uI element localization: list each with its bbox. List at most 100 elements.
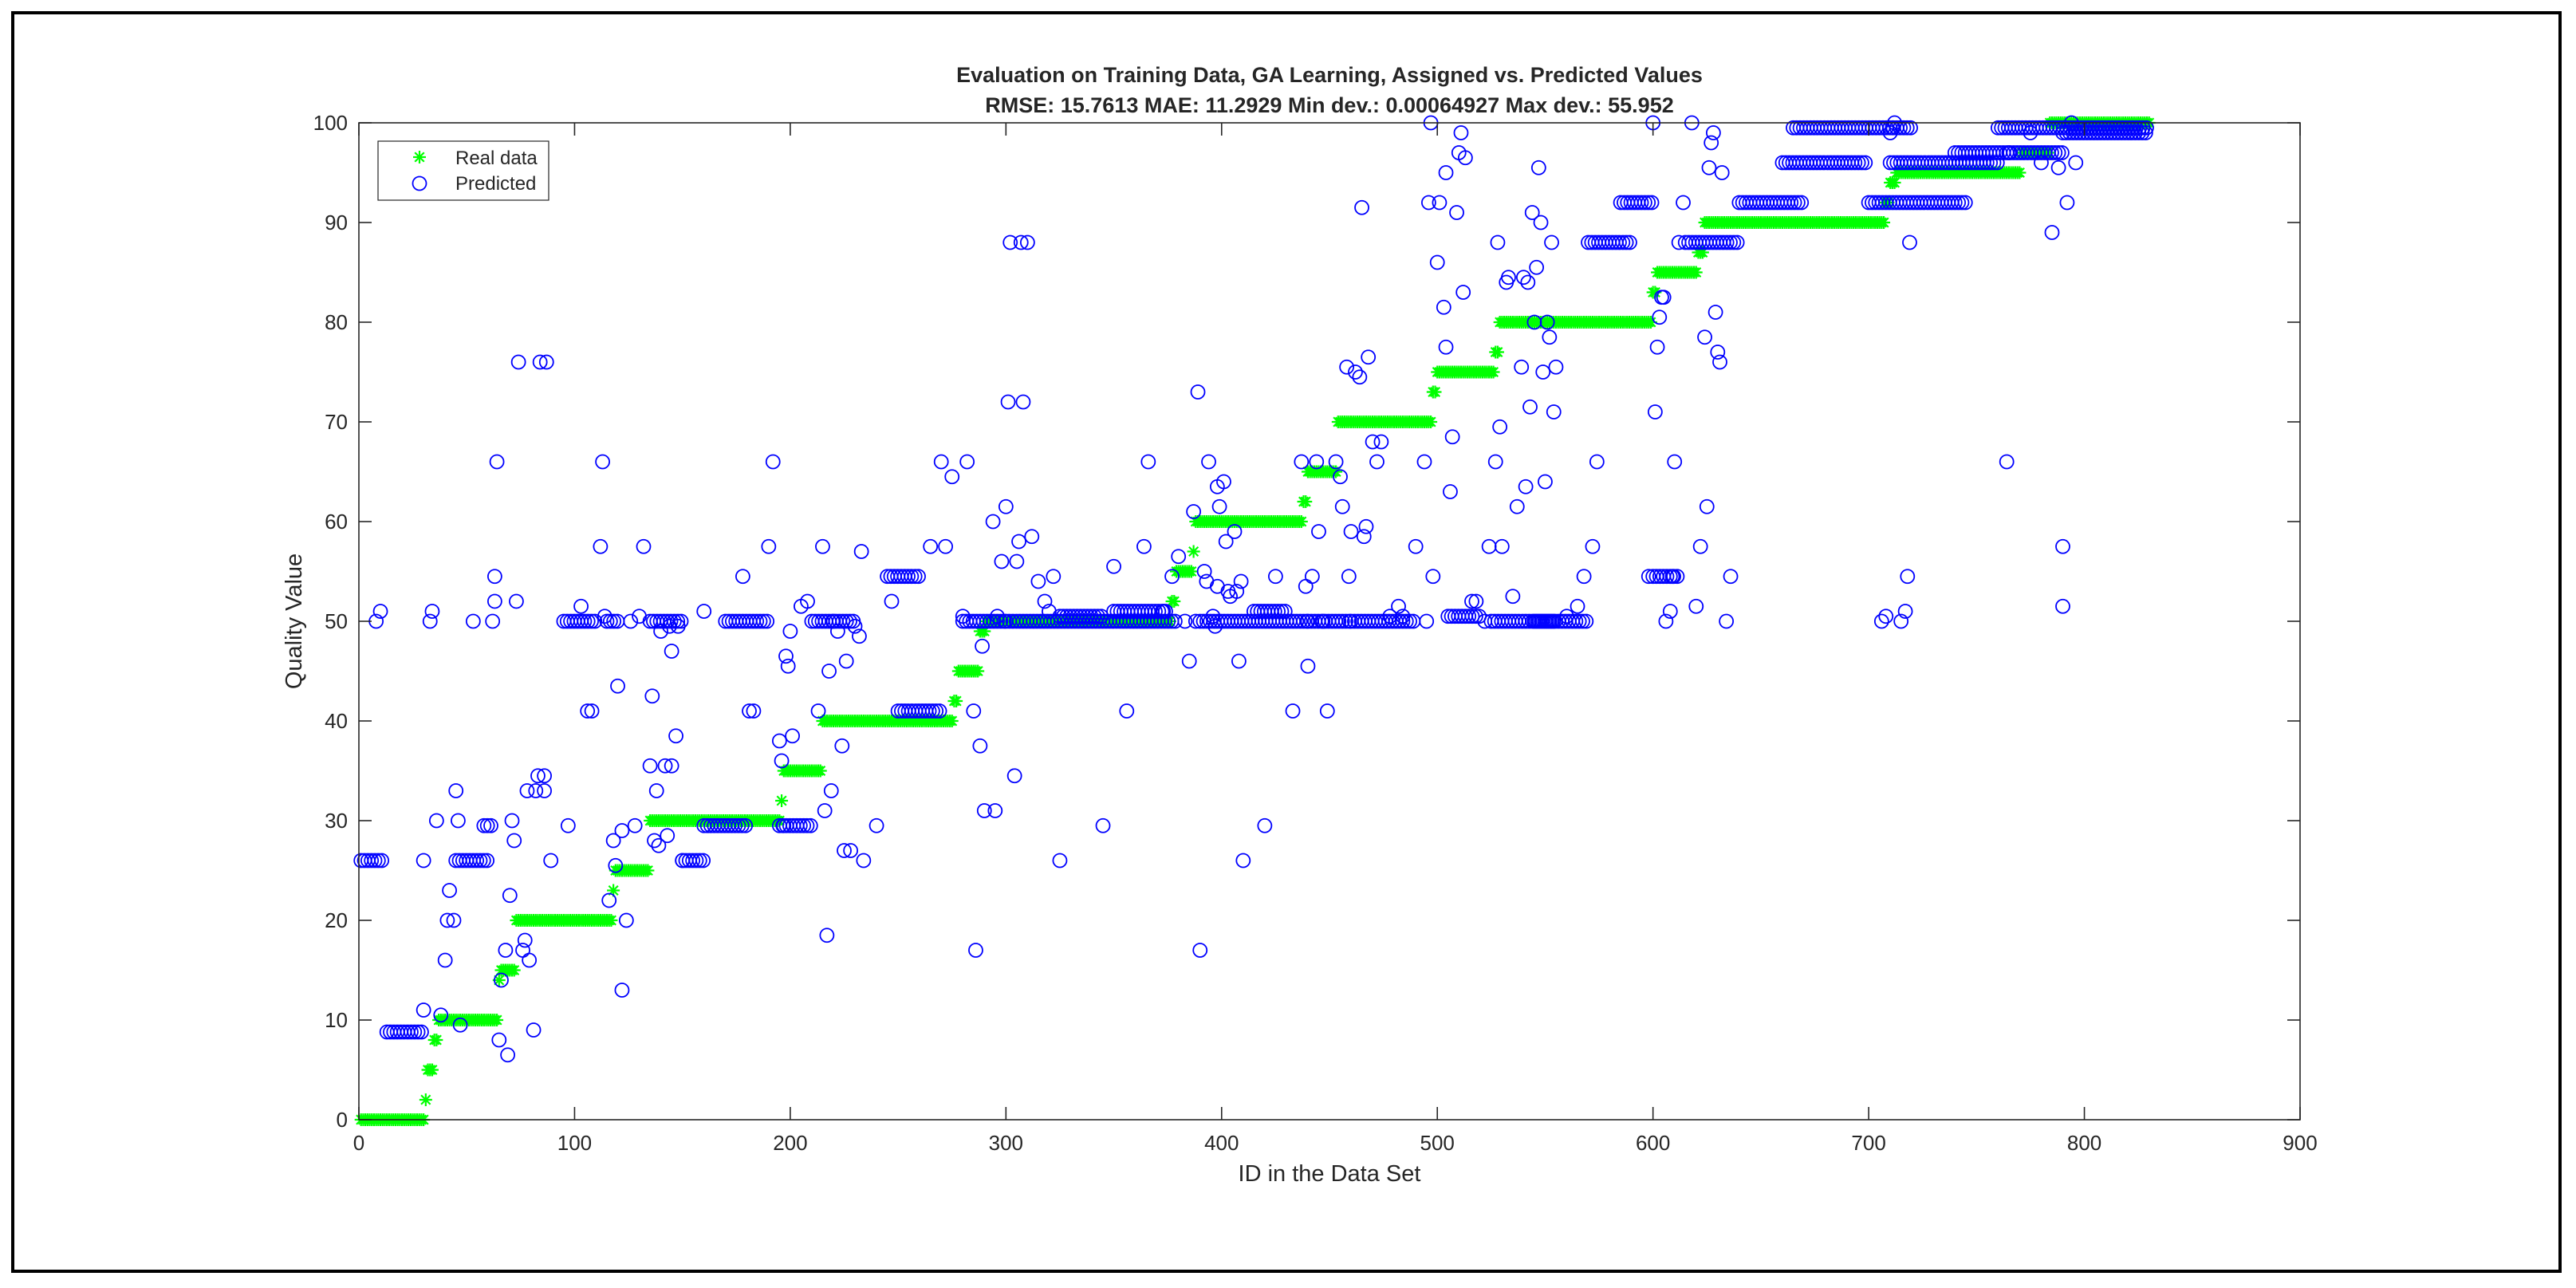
predicted-point — [1311, 524, 1326, 539]
predicted-point — [911, 569, 926, 585]
predicted-point — [469, 853, 485, 869]
predicted-point — [1692, 538, 1708, 554]
predicted-point — [439, 912, 455, 928]
predicted-point — [734, 817, 750, 833]
predicted-point — [657, 758, 673, 774]
predicted-point — [1873, 613, 1889, 629]
real-data-point — [1294, 515, 1308, 528]
predicted-point — [1453, 125, 1469, 140]
predicted-point — [489, 454, 505, 470]
predicted-point — [1659, 569, 1675, 585]
predicted-point — [1277, 604, 1293, 619]
predicted-point — [1140, 454, 1156, 470]
real-data-point — [1299, 495, 1313, 508]
predicted-point — [1090, 609, 1105, 624]
predicted-point — [1037, 593, 1053, 609]
y-tick-label: 100 — [313, 111, 348, 135]
predicted-point — [1954, 195, 1970, 211]
predicted-point — [451, 813, 466, 829]
predicted-point — [2068, 155, 2084, 171]
y-tick-label: 80 — [325, 310, 348, 334]
predicted-point — [796, 817, 812, 833]
real-data-point — [1491, 345, 1504, 359]
predicted-point — [1000, 394, 1016, 410]
predicted-point — [1719, 613, 1735, 629]
real-data-point — [1428, 385, 1442, 399]
predicted-point — [1300, 658, 1316, 674]
predicted-point — [465, 613, 481, 629]
predicted-point — [1398, 613, 1414, 629]
predicted-point — [1205, 609, 1221, 624]
predicted-point — [1270, 604, 1286, 619]
predicted-point — [1664, 569, 1680, 585]
predicted-point — [1719, 234, 1735, 250]
x-tick-label: 700 — [1851, 1131, 1885, 1155]
legend-real-data-label: Real data — [455, 148, 538, 169]
legend: Real data Predicted — [377, 140, 549, 201]
predicted-point — [448, 783, 464, 798]
predicted-point — [959, 454, 975, 470]
predicted-point — [1576, 569, 1592, 585]
predicted-point — [1729, 234, 1745, 250]
predicted-point — [2131, 125, 2147, 140]
real-data-point — [813, 764, 827, 778]
predicted-point — [933, 454, 949, 470]
x-tick-label: 900 — [2283, 1131, 2317, 1155]
predicted-point — [746, 703, 762, 719]
predicted-point — [428, 813, 444, 829]
x-tick-label: 100 — [557, 1131, 592, 1155]
predicted-point — [752, 613, 768, 629]
predicted-point — [1662, 604, 1678, 619]
legend-box — [377, 140, 549, 201]
predicted-point — [1201, 454, 1216, 470]
predicted-point — [2055, 598, 2070, 614]
real-data-point — [1877, 216, 1891, 229]
predicted-point — [823, 783, 839, 798]
predicted-point — [1136, 538, 1152, 554]
predicted-point — [1464, 593, 1479, 609]
predicted-point — [1457, 150, 1473, 166]
predicted-point — [1024, 529, 1040, 545]
real-data-point — [1187, 545, 1200, 558]
predicted-point — [1850, 155, 1866, 171]
predicted-point — [1207, 618, 1223, 634]
predicted-point — [1416, 454, 1432, 470]
predicted-point — [526, 1022, 542, 1038]
predicted-point — [670, 613, 686, 629]
predicted-point — [1356, 529, 1372, 545]
predicted-point — [976, 803, 992, 818]
real-data-point — [971, 664, 985, 678]
predicted-point — [1714, 165, 1730, 180]
predicted-point — [986, 613, 1002, 629]
predicted-point — [1338, 613, 1353, 629]
predicted-point — [491, 1032, 507, 1048]
predicted-point — [1019, 234, 1035, 250]
legend-circle-icon — [412, 175, 427, 191]
predicted-point — [1461, 609, 1477, 624]
predicted-point — [1903, 120, 1918, 136]
predicted-point — [1177, 613, 1193, 629]
predicted-point — [485, 613, 501, 629]
predicted-point — [517, 932, 533, 948]
y-tick-label: 30 — [325, 809, 348, 833]
predicted-point — [1896, 120, 1912, 136]
predicted-point — [834, 738, 850, 754]
predicted-point — [738, 817, 754, 833]
predicted-point — [2127, 125, 2143, 140]
predicted-point — [472, 853, 488, 869]
predicted-point — [1341, 569, 1357, 585]
predicted-point — [696, 604, 712, 619]
predicted-point — [2059, 195, 2075, 211]
y-tick-label: 40 — [325, 709, 348, 733]
predicted-point — [1292, 613, 1308, 629]
predicted-point — [765, 454, 781, 470]
real-data-point — [1168, 595, 1181, 608]
predicted-point — [627, 817, 643, 833]
predicted-point — [364, 853, 380, 869]
predicted-point — [924, 703, 940, 719]
predicted-point — [1227, 524, 1243, 539]
predicted-point — [416, 853, 431, 869]
predicted-point — [1267, 569, 1283, 585]
chart-subtitle: RMSE: 15.7613 MAE: 11.2929 Min dev.: 0.0… — [985, 93, 1673, 117]
